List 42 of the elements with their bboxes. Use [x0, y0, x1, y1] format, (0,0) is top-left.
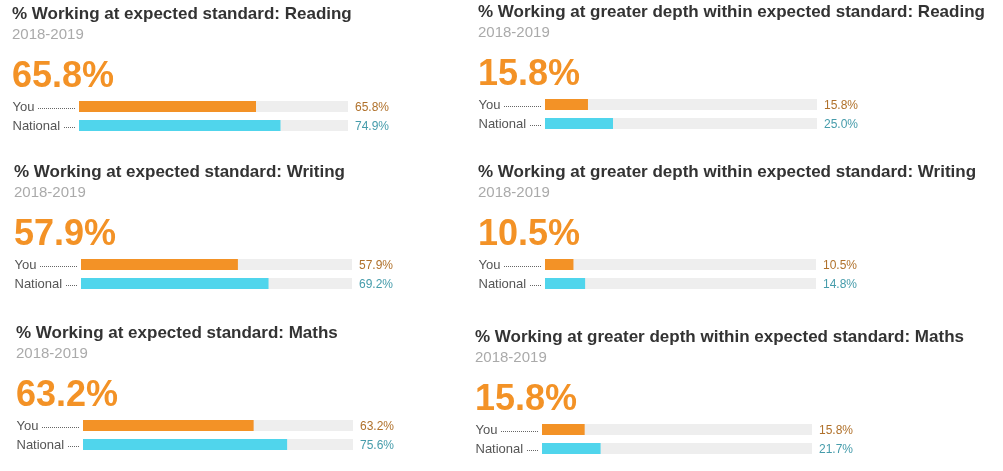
data-label: 69.2% — [359, 276, 394, 291]
data-label: 57.9% — [359, 257, 394, 272]
chart-title: % Working at greater depth within expected standard: Writing — [478, 162, 977, 181]
chart-subtitle: 2018-2019 — [475, 348, 547, 365]
chart-title: % Working at greater depth within expected standard: Reading — [478, 2, 985, 21]
data-label: 10.5% — [823, 257, 858, 272]
y-tick-label: You — [14, 256, 37, 272]
y-tick-label: National — [12, 117, 61, 133]
y-tick-label: National — [16, 436, 65, 452]
y-tick-label: You — [478, 96, 501, 112]
y-tick-label: National — [478, 275, 527, 291]
text: 15.8% — [475, 377, 578, 418]
chart-subtitle: 2018-2019 — [12, 25, 84, 42]
data-label: 74.9% — [355, 118, 390, 133]
chart-subtitle: 2018-2019 — [478, 23, 550, 40]
chart-title: % Working at expected standard: Maths — [16, 323, 338, 342]
text: 15.8% — [478, 52, 581, 93]
text: 10.5% — [478, 212, 581, 253]
text: 57.9% — [14, 212, 117, 253]
y-tick-label: You — [16, 417, 39, 433]
y-tick-label: National — [475, 440, 524, 456]
data-label: 14.8% — [823, 276, 858, 291]
chart-title: % Working at expected standard: Reading — [12, 4, 352, 23]
chart-subtitle: 2018-2019 — [16, 344, 88, 361]
data-label: 25.0% — [824, 116, 859, 131]
text: 63.2% — [16, 373, 119, 414]
data-label: 15.8% — [819, 422, 854, 437]
text: 65.8% — [12, 54, 115, 95]
y-tick-label: You — [12, 98, 35, 114]
chart-subtitle: 2018-2019 — [14, 183, 86, 200]
data-label: 65.8% — [355, 99, 390, 114]
chart-title: % Working at expected standard: Writing — [14, 162, 345, 181]
chart-subtitle: 2018-2019 — [478, 183, 550, 200]
y-tick-label: You — [478, 256, 501, 272]
data-label: 75.6% — [360, 437, 395, 452]
y-tick-label: National — [14, 275, 63, 291]
y-tick-label: National — [478, 115, 527, 131]
chart-title: % Working at greater depth within expected standard: Maths — [475, 327, 964, 346]
data-label: 21.7% — [819, 441, 854, 456]
data-label: 63.2% — [360, 418, 395, 433]
data-label: 15.8% — [824, 97, 859, 112]
y-tick-label: You — [475, 421, 498, 437]
